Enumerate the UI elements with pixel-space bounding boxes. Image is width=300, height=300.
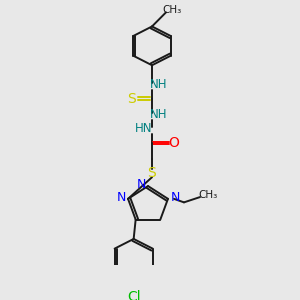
Text: NH: NH <box>150 78 168 91</box>
Text: O: O <box>169 136 179 150</box>
Text: NH: NH <box>150 108 168 121</box>
Text: Cl: Cl <box>127 290 140 300</box>
Text: N: N <box>136 178 146 191</box>
Text: CH₃: CH₃ <box>162 5 182 15</box>
Text: HN: HN <box>135 122 153 135</box>
Text: S: S <box>128 92 136 106</box>
Text: N: N <box>116 190 126 204</box>
Text: S: S <box>148 166 156 180</box>
Text: N: N <box>170 190 180 204</box>
Text: CH₃: CH₃ <box>198 190 218 200</box>
